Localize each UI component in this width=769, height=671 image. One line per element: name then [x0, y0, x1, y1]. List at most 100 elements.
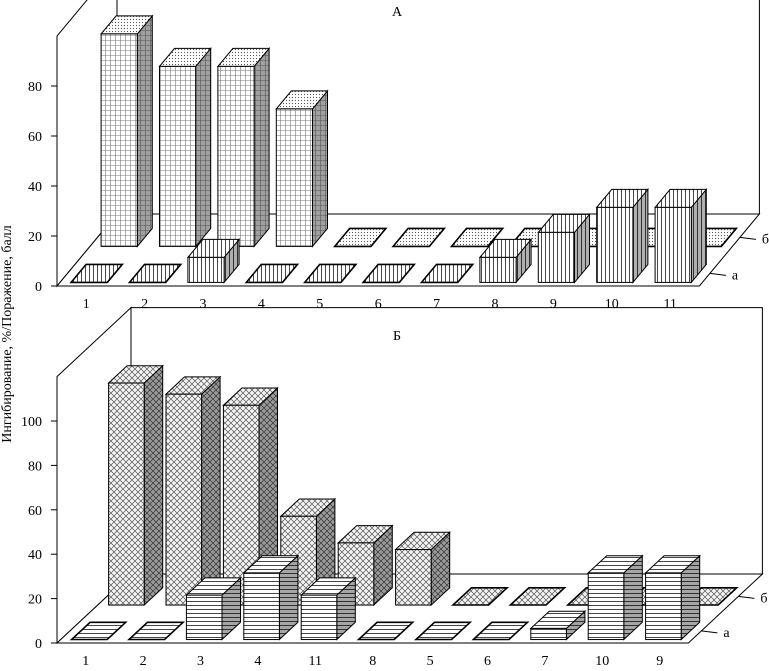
y-axis-label: Ингибирование, %/Поражение, балл: [0, 225, 15, 443]
x-tick-label: 5: [316, 297, 323, 312]
bar-b-5: [450, 586, 510, 606]
y-tick-label: 20: [28, 230, 42, 245]
bar-b-3: [222, 386, 279, 607]
bar-front: [100, 33, 138, 247]
y-tick-label: 0: [35, 637, 42, 652]
x-tick-label: 9: [656, 654, 663, 666]
bar-a-2: [126, 621, 186, 641]
bar-top: [419, 263, 475, 284]
bar-a-3: [185, 576, 242, 641]
bar-b-8: [394, 531, 451, 607]
bar-a-11: [654, 188, 708, 284]
y-tick-label: 0: [35, 280, 42, 295]
bar-a-3: [186, 238, 241, 284]
x-tick-label: 8: [369, 654, 376, 666]
bar-a-7: [419, 263, 475, 284]
y-tick-label: 100: [21, 415, 42, 430]
series-label: б: [762, 232, 769, 247]
back-wall: [116, 0, 760, 215]
y-tick-label: 80: [28, 80, 42, 95]
bar-top: [356, 621, 415, 641]
y-tick-label: 40: [28, 548, 42, 563]
bar-front: [108, 382, 145, 606]
bar-b-7: [449, 227, 505, 248]
bar-a-9: [644, 554, 701, 641]
bar-top: [449, 227, 505, 248]
series-label: б: [760, 591, 767, 606]
bar-b-5: [332, 227, 388, 248]
bar-b-3: [216, 47, 271, 248]
bar-side: [195, 47, 212, 248]
bar-side: [136, 14, 153, 248]
bar-top: [69, 263, 125, 284]
bar-b-2: [164, 375, 222, 607]
bar-top: [413, 621, 473, 641]
bar-side: [312, 89, 328, 248]
x-tick-label: 2: [140, 654, 147, 666]
bar-b-11: [336, 524, 394, 607]
bar-front: [243, 572, 280, 641]
bar-top: [302, 263, 358, 284]
x-tick-label: 6: [375, 297, 382, 312]
bar-front: [158, 65, 197, 247]
bar-b-6: [508, 586, 567, 606]
bar-front: [537, 231, 576, 283]
bar-a-2: [127, 263, 183, 284]
bar-front: [395, 549, 432, 606]
bar-front: [187, 256, 225, 283]
bar-front: [587, 572, 625, 641]
bar-a-4: [244, 263, 300, 284]
chart-title: А: [392, 5, 403, 20]
bar-a-6: [471, 621, 530, 641]
y-tick-label: 60: [28, 504, 42, 519]
bar-top: [450, 586, 510, 606]
bar-top: [69, 621, 128, 641]
bar-a-5: [302, 263, 358, 284]
y-tick-label: 40: [28, 180, 42, 195]
bar-top: [361, 263, 417, 284]
bar-front: [275, 108, 314, 247]
y-tick-label: 20: [28, 593, 42, 608]
bar-front: [654, 206, 692, 283]
x-tick-label: 9: [550, 297, 557, 312]
bar-top: [391, 227, 447, 248]
bar-side: [143, 364, 164, 607]
x-tick-label: 3: [200, 297, 207, 312]
x-tick-label: 4: [258, 297, 265, 312]
bar-b-1: [100, 14, 154, 248]
x-tick-label: 7: [541, 654, 548, 666]
bar-b-6: [391, 227, 447, 248]
x-tick-label: 6: [484, 654, 491, 666]
bar-top: [508, 586, 567, 606]
bar-front: [165, 393, 203, 606]
x-tick-label: 7: [433, 297, 440, 312]
y-tick-label: 60: [28, 130, 42, 145]
bar-a-9: [537, 213, 591, 284]
bar-a-7: [529, 610, 587, 641]
bar-a-8: [478, 238, 533, 284]
x-tick-label: 2: [141, 297, 148, 312]
panel-b: 0 20 40 60 80 100 1 2 3 4 11 8 5 6 7 10 9 Бб а: [21, 306, 767, 669]
bar-b-2: [158, 47, 212, 248]
bar-a-1: [69, 621, 128, 641]
bar-top: [127, 263, 183, 284]
bar-front: [530, 627, 567, 641]
bar-a-6: [361, 263, 417, 284]
bar-front: [217, 65, 255, 247]
bar-top: [471, 621, 530, 641]
x-tick-label: 10: [595, 654, 609, 666]
series-label-leader: [739, 236, 756, 240]
series-label-leader: [709, 272, 726, 276]
bar-top: [332, 227, 388, 248]
x-tick-label: 5: [427, 654, 434, 666]
bar-side: [253, 47, 270, 248]
bar-a-4: [242, 554, 300, 641]
bar-a-1: [69, 263, 125, 284]
bar-side: [201, 375, 221, 607]
x-tick-label: 1: [83, 297, 90, 312]
series-label-leader: [738, 595, 755, 599]
bar-front: [645, 572, 682, 641]
bar-front: [479, 256, 517, 283]
